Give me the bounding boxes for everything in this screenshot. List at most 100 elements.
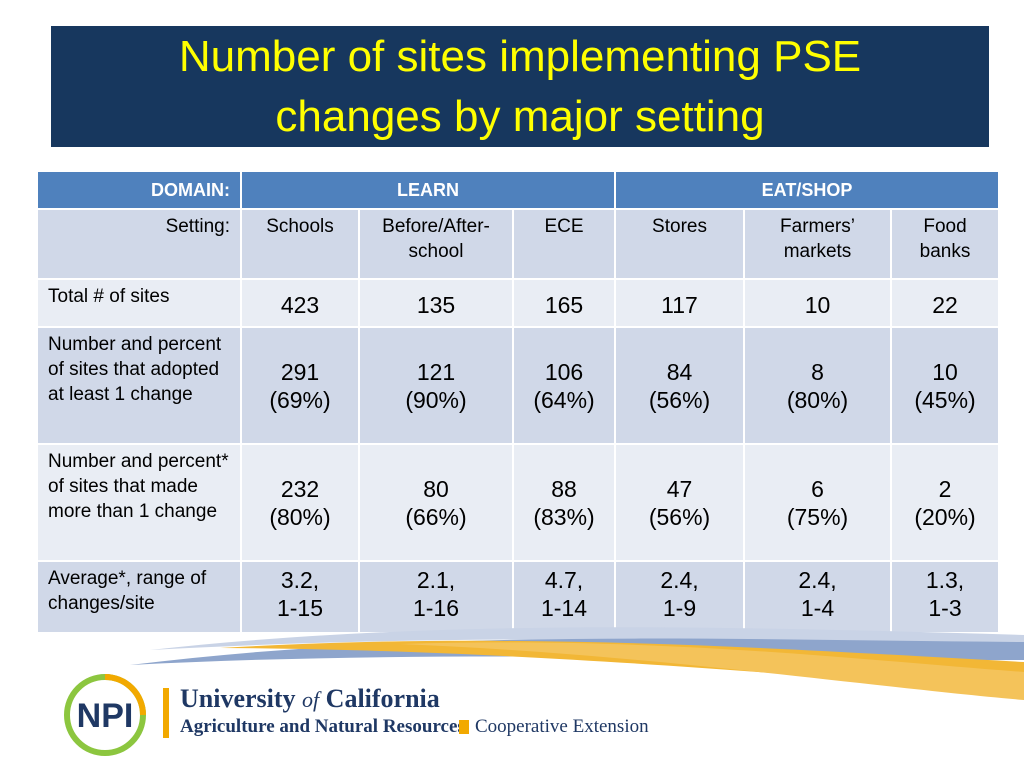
table-cell: 121 (90%) [358,326,514,445]
cell-value: 135 [416,292,456,318]
table-cell: 2.4, 1-4 [743,560,893,634]
table-cell: 88 (83%) [511,443,617,562]
cell-value: 47 [666,475,693,502]
cell-value: 291 [280,358,320,385]
table-cell: 47 (56%) [614,443,746,562]
page-title-line-2: changes by major setting [275,91,765,141]
table-cell: 3.2, 1-15 [240,560,360,634]
table-cell: 80 (66%) [358,443,514,562]
title-banner: Number of sites implementing PSE changes… [51,26,989,147]
decorative-swoosh [130,627,1024,700]
table-row: Total # of sites 423 135 165 117 10 22 [36,278,1001,328]
cell-value: 4.7, [544,567,584,593]
domain-eat-shop: EAT/SHOP [614,170,1001,210]
uc-gold-bar [163,688,169,738]
domain-label: DOMAIN: [36,170,242,210]
table-cell: 10 [743,278,893,328]
cell-value: 84 [666,358,693,385]
row-label: Number and percent of sites that adopted… [36,326,242,445]
table-cell: 117 [614,278,746,328]
table-row: Number and percent of sites that adopted… [36,326,1001,445]
cell-value: (45%) [914,386,976,413]
setting-schools: Schools [240,208,360,280]
row-label: Average*, range of changes/site [36,560,242,634]
cell-value: 2.1, [416,567,456,593]
ce-gold-square [459,720,469,734]
table-cell: 135 [358,278,514,328]
cell-value: 232 [280,475,320,502]
cell-value: 106 [544,358,584,385]
table-cell: 84 (56%) [614,326,746,445]
setting-food-banks-text: Food banks [919,216,971,262]
cooperative-extension: Cooperative Extension [475,716,649,737]
cell-value: 2.4, [660,567,699,593]
page-title-line-1: Number of sites implementing PSE [178,31,862,81]
cell-value: 165 [544,292,584,318]
table-cell: 423 [240,278,360,328]
table-cell: 106 (64%) [511,326,617,445]
cell-value: 6 [811,475,824,502]
cell-value: (69%) [269,386,331,413]
table-cell: 22 [890,278,1001,328]
npi-logo: NPI [64,674,146,756]
table-cell: 4.7, 1-14 [511,560,617,634]
domain-header-row: DOMAIN: LEARN EAT/SHOP [36,170,1001,210]
row-label: Total # of sites [36,278,242,328]
cell-value: (83%) [533,503,595,530]
uc-division: Agriculture and Natural Resources [180,716,465,737]
cell-value: 117 [661,292,698,318]
cell-value: 423 [280,292,320,318]
cell-value: 1-15 [276,595,324,621]
uc-of: of [302,687,320,712]
table-cell: 6 (75%) [743,443,893,562]
table-cell: 1.3, 1-3 [890,560,1001,634]
cell-value: 121 [416,358,456,385]
table-cell: 2 (20%) [890,443,1001,562]
table-cell: 2.4, 1-9 [614,560,746,634]
sites-table: DOMAIN: LEARN EAT/SHOP Setting: Schools … [36,170,1001,634]
cell-value: (90%) [405,386,467,413]
cell-value: 1-16 [412,595,460,621]
cell-value: 2.4, [798,567,837,593]
cell-value: (80%) [786,386,849,413]
cell-value: (56%) [648,386,711,413]
cell-value: (80%) [269,503,331,530]
cell-value: 3.2, [280,567,320,593]
cell-value: (66%) [405,503,467,530]
setting-label: Setting: [36,208,242,280]
domain-learn: LEARN [239,170,617,210]
cell-value: 2 [938,475,952,502]
setting-stores: Stores [614,208,746,280]
cell-value: (56%) [648,503,711,530]
cell-value: 10 [932,358,958,385]
cell-value: 80 [423,475,449,502]
cell-value: 8 [811,358,824,385]
uc-wordmark: University of California [180,684,440,714]
cell-value: 1.3, [925,567,965,593]
cell-value: 1-4 [800,595,835,621]
table-cell: 10 (45%) [890,326,1001,445]
table-cell: 232 (80%) [240,443,360,562]
cell-value: 1-14 [540,595,588,621]
table-cell: 2.1, 1-16 [358,560,514,634]
table-cell: 165 [511,278,617,328]
cell-value: 22 [932,292,958,318]
cell-value: 1-9 [662,595,697,621]
cell-value: 88 [551,475,577,502]
setting-before-after-school-text: Before/After-school [382,216,490,262]
setting-before-after-school: Before/After-school [358,208,514,280]
cell-value: (75%) [786,503,849,530]
uc-university: University [180,684,296,713]
table-cell: 291 (69%) [240,326,360,445]
setting-ece: ECE [511,208,617,280]
setting-farmers-markets-text: Farmers’ markets [780,216,855,262]
cell-value: 10 [804,292,831,318]
table-cell: 8 (80%) [743,326,893,445]
cell-value: 1-3 [928,595,962,621]
setting-food-banks: Food banks [890,208,1001,280]
setting-header-row: Setting: Schools Before/After-school ECE… [36,208,1001,280]
cell-value: (64%) [533,386,595,413]
table-row: Average*, range of changes/site 3.2, 1-15 2… [36,560,1001,634]
cell-value: (20%) [914,503,976,530]
setting-farmers-markets: Farmers’ markets [743,208,893,280]
